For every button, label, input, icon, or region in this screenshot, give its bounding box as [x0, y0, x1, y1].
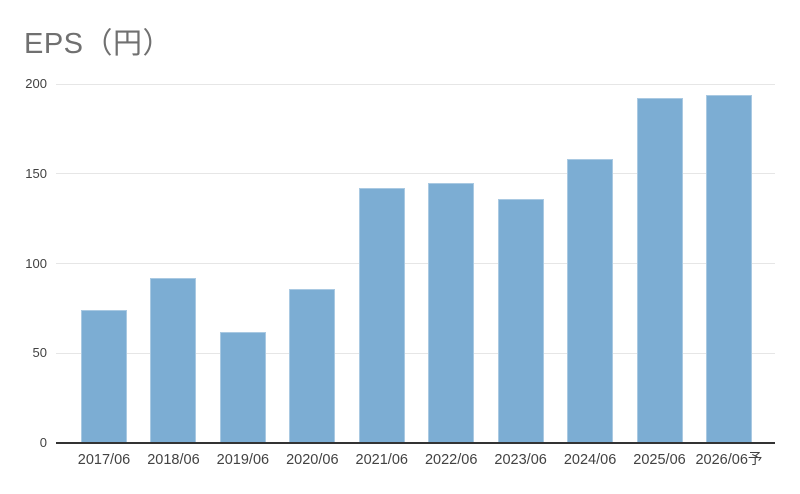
bar-2021-06[interactable] [358, 188, 405, 443]
bar-2022-06[interactable] [428, 182, 475, 443]
x-axis-tick-label-2025-06: 2025/06 [633, 452, 686, 468]
gridline-200 [56, 83, 775, 85]
bar-2026-06-[interactable] [705, 94, 752, 443]
y-axis-tick-label-50: 50 [32, 345, 47, 361]
plot-area [56, 83, 775, 444]
x-axis-tick-label-2020-06: 2020/06 [286, 452, 339, 468]
bar-2019-06[interactable] [219, 331, 266, 443]
bar-2025-06[interactable] [636, 98, 683, 443]
x-axis-tick-label-2021-06: 2021/06 [355, 452, 408, 468]
x-axis-tick-label-2022-06: 2022/06 [424, 452, 478, 468]
bar-2020-06[interactable] [289, 288, 336, 443]
x-axis-tick-label-2023-06: 2023/06 [494, 452, 547, 468]
gridline-100 [56, 263, 775, 264]
bar-2017-06[interactable] [81, 310, 127, 443]
bar-2023-06[interactable] [497, 198, 544, 443]
x-axis-tick-label-2018-06: 2018/06 [147, 452, 200, 468]
y-axis-tick-label-100: 100 [25, 255, 47, 271]
bar-2018-06[interactable] [150, 277, 197, 443]
x-axis-tick-label-2019-06: 2019/06 [216, 452, 270, 468]
x-axis-tick-label-2017-06: 2017/06 [77, 452, 131, 468]
y-axis-tick-label-0: 0 [39, 435, 47, 450]
y-axis-tick-label-200: 200 [25, 76, 47, 91]
chart-title: EPS（円） [24, 28, 173, 60]
x-axis-line [56, 442, 775, 444]
y-axis-tick-label-150: 150 [25, 165, 47, 181]
x-axis-tick-label-2026-06-: 2026/06予 [695, 452, 763, 468]
gridline-150 [56, 173, 775, 175]
gridline-50 [56, 352, 775, 354]
bar-2024-06[interactable] [567, 159, 614, 443]
x-axis-tick-label-2024-06: 2024/06 [563, 452, 617, 468]
